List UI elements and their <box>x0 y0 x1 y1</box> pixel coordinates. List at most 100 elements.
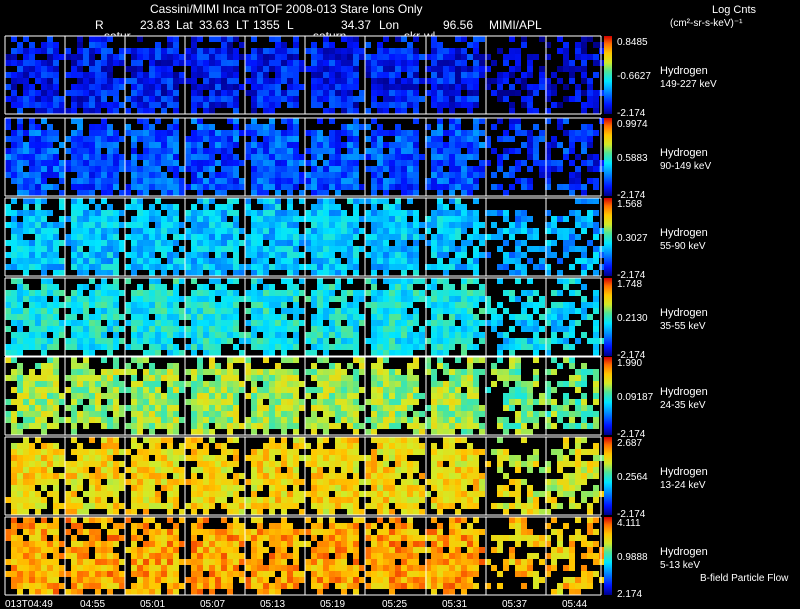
data-cell <box>569 190 575 196</box>
data-cell <box>305 296 311 302</box>
data-cell <box>263 154 269 160</box>
data-cell <box>101 369 107 375</box>
data-cell <box>77 60 83 66</box>
data-cell <box>293 78 299 84</box>
data-cell <box>533 308 539 314</box>
data-cell <box>371 172 377 178</box>
data-cell <box>281 344 287 350</box>
data-cell <box>437 130 443 136</box>
data-cell <box>551 369 557 375</box>
data-cell <box>317 314 323 320</box>
data-cell <box>353 449 359 455</box>
data-cell <box>95 240 101 246</box>
colorbar-min-label: -2.174 <box>617 350 646 361</box>
data-cell <box>161 66 167 72</box>
data-cell <box>347 198 353 204</box>
data-cell <box>251 48 257 54</box>
data-cell <box>395 204 401 210</box>
data-cell <box>257 90 263 96</box>
data-cell <box>431 222 437 228</box>
data-cell <box>83 160 89 166</box>
data-cell <box>251 108 257 114</box>
data-cell <box>125 449 131 455</box>
data-cell <box>437 405 443 411</box>
data-cell <box>233 154 239 160</box>
data-cell <box>545 222 551 228</box>
data-cell <box>371 102 377 108</box>
data-cell <box>377 363 383 369</box>
data-cell <box>59 399 65 405</box>
data-cell <box>347 136 353 142</box>
data-cell <box>155 387 161 393</box>
data-cell <box>407 90 413 96</box>
data-cell <box>41 308 47 314</box>
data-cell <box>299 399 305 405</box>
data-cell <box>59 204 65 210</box>
data-cell <box>101 381 107 387</box>
data-cell <box>83 96 89 102</box>
data-cell <box>191 108 197 114</box>
data-cell <box>41 48 47 54</box>
data-cell <box>371 240 377 246</box>
data-cell <box>83 178 89 184</box>
data-cell <box>449 296 455 302</box>
data-cell <box>149 332 155 338</box>
data-cell <box>437 108 443 114</box>
data-cell <box>221 332 227 338</box>
data-cell <box>353 108 359 114</box>
data-cell <box>197 270 203 276</box>
data-cell <box>167 36 173 42</box>
data-cell <box>11 48 17 54</box>
data-cell <box>245 308 251 314</box>
data-cell <box>137 130 143 136</box>
data-cell <box>497 72 503 78</box>
data-cell <box>479 66 485 72</box>
data-cell <box>371 210 377 216</box>
data-cell <box>155 344 161 350</box>
data-cell <box>521 102 527 108</box>
data-cell <box>539 393 545 399</box>
data-cell <box>17 48 23 54</box>
data-cell <box>155 184 161 190</box>
data-cell <box>227 102 233 108</box>
data-cell <box>17 190 23 196</box>
data-cell <box>545 461 551 467</box>
data-cell <box>395 154 401 160</box>
data-cell <box>215 54 221 60</box>
data-cell <box>473 96 479 102</box>
data-cell <box>71 296 77 302</box>
data-cell <box>209 363 215 369</box>
data-cell <box>209 308 215 314</box>
data-cell <box>77 118 83 124</box>
data-cell <box>245 210 251 216</box>
data-cell <box>377 405 383 411</box>
data-cell <box>443 90 449 96</box>
data-cell <box>125 308 131 314</box>
data-cell <box>449 72 455 78</box>
data-cell <box>551 338 557 344</box>
data-cell <box>215 264 221 270</box>
data-cell <box>191 278 197 284</box>
data-cell <box>539 136 545 142</box>
data-cell <box>257 338 263 344</box>
data-cell <box>449 160 455 166</box>
data-cell <box>581 411 587 417</box>
data-cell <box>137 455 143 461</box>
data-cell <box>143 96 149 102</box>
data-cell <box>257 455 263 461</box>
data-cell <box>251 124 257 130</box>
data-cell <box>335 405 341 411</box>
data-cell <box>347 160 353 166</box>
data-cell <box>263 178 269 184</box>
data-cell <box>257 234 263 240</box>
data-cell <box>161 136 167 142</box>
data-cell <box>293 48 299 54</box>
data-cell <box>335 270 341 276</box>
data-cell <box>71 411 77 417</box>
data-cell <box>545 172 551 178</box>
data-cell <box>491 308 497 314</box>
data-cell <box>197 399 203 405</box>
data-cell <box>137 96 143 102</box>
data-cell <box>593 326 599 332</box>
data-cell <box>233 36 239 42</box>
